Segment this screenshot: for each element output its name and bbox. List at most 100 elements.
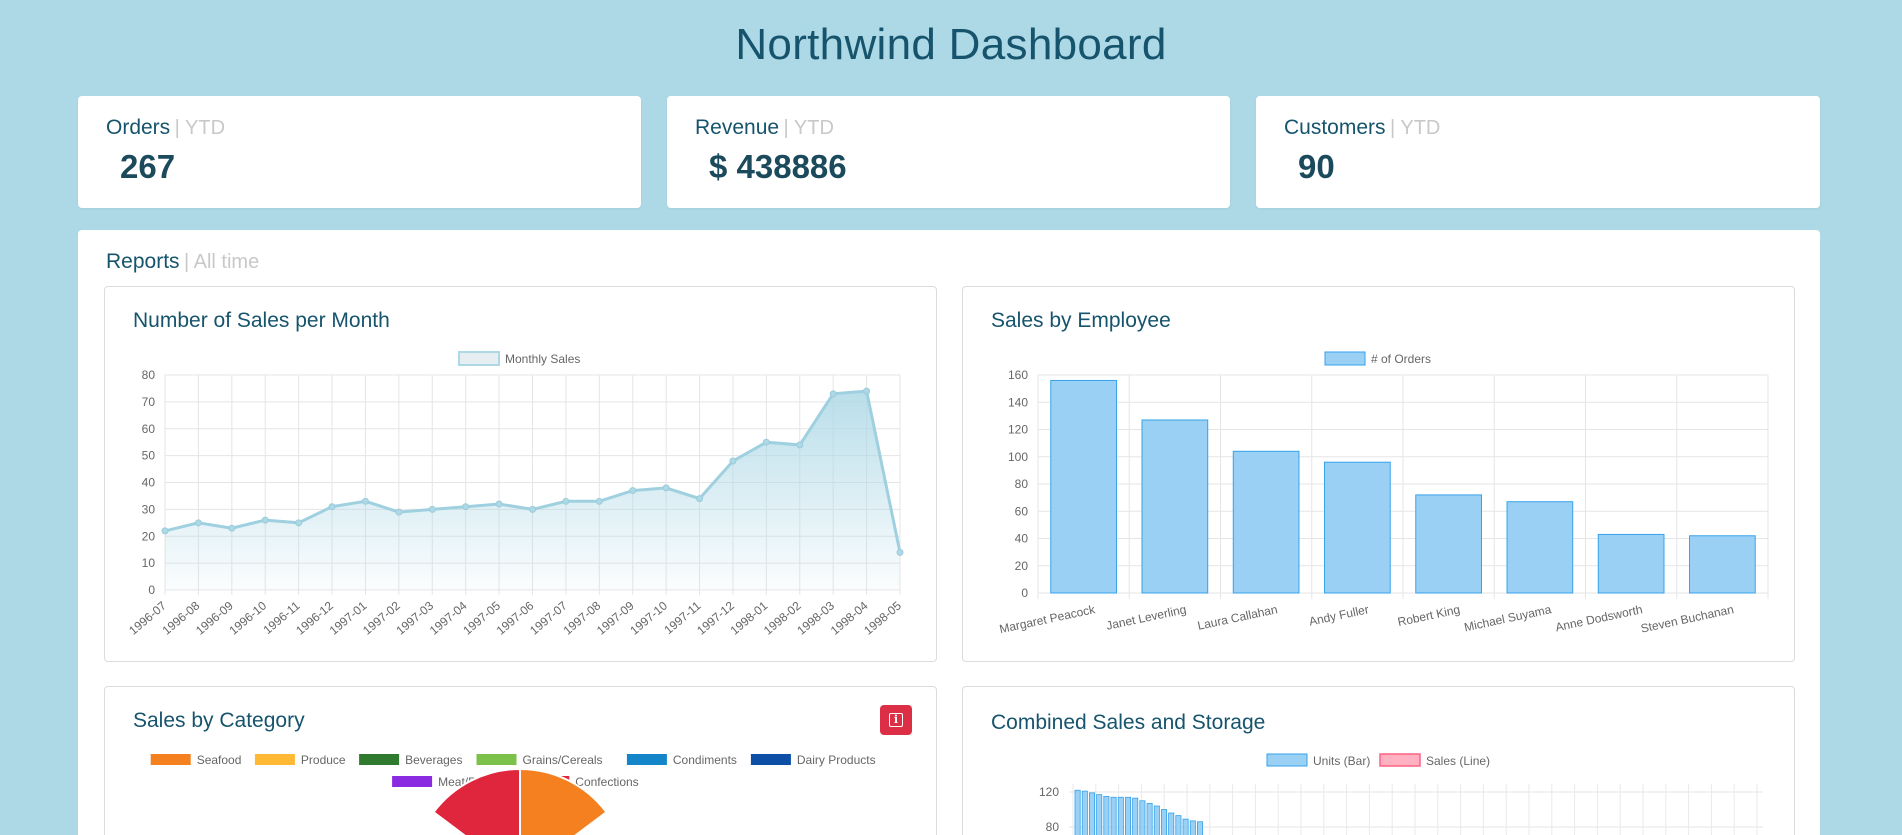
line-point: [194, 519, 202, 527]
line-point: [428, 505, 436, 513]
combined-legend-swatch-sales: [1379, 753, 1421, 767]
bar-ytick-label: 160: [1008, 368, 1028, 382]
bar: [1506, 501, 1574, 594]
reports-period: | All time: [183, 251, 260, 273]
line-ytick-label: 50: [142, 449, 156, 463]
line-area: [165, 391, 900, 590]
pie-legend-label: Produce: [301, 753, 346, 767]
combined-ytick-label: 120: [1039, 785, 1059, 799]
page-title: Northwind Dashboard: [735, 20, 1167, 69]
pie-slice-confections: [432, 767, 521, 835]
bar-legend-label: # of Orders: [1371, 352, 1431, 366]
orders-kpi-label: Orders: [106, 116, 171, 139]
sales-per-month-chart: Monthly Sales010203040506070801996-07199…: [126, 351, 904, 638]
line-legend-swatch: [458, 351, 500, 366]
bar-ytick-label: 40: [1015, 532, 1029, 546]
pie-legend-label: Dairy Products: [797, 753, 876, 767]
line-xtick-label: 1996-10: [226, 598, 269, 637]
sales-per-month-title: Number of Sales per Month: [133, 309, 390, 332]
combined-bar: [1081, 790, 1088, 835]
line-point: [863, 387, 871, 395]
combined-legend-label-units: Units (Bar): [1313, 754, 1370, 768]
line-point: [896, 548, 904, 556]
sales-by-category-chart: Seafood Produce Beverages Grains/Cereals Con…: [150, 753, 876, 835]
line-ytick-label: 30: [142, 502, 156, 516]
bar-ytick-label: 60: [1015, 504, 1029, 518]
sales-by-employee-title: Sales by Employee: [991, 309, 1171, 332]
line-point: [696, 495, 704, 503]
bar-ytick-label: 0: [1021, 586, 1028, 600]
combined-bar: [1089, 792, 1096, 835]
sales-by-category-title: Sales by Category: [133, 709, 305, 732]
bar-ytick-label: 20: [1015, 559, 1029, 573]
combined-bar: [1182, 818, 1189, 835]
line-point: [762, 438, 770, 446]
orders-kpi-card: Orders | YTD 267: [78, 96, 641, 208]
bar-xtick-label: Janet Leverling: [1105, 602, 1188, 633]
combined-bar: [1139, 800, 1146, 835]
combined-bar: [1132, 797, 1139, 835]
line-point: [295, 519, 303, 527]
bar: [1689, 535, 1756, 594]
combined-bar: [1175, 815, 1182, 835]
pie-legend-swatch: [254, 754, 295, 765]
line-point: [261, 516, 269, 524]
orders-kpi-value: 267: [120, 148, 176, 185]
line-point: [629, 487, 637, 495]
sales-by-category-card: Sales by Category i Seafood Produce Bevera…: [104, 686, 937, 835]
line-ytick-label: 60: [142, 422, 156, 436]
line-ytick-label: 80: [142, 368, 156, 382]
bar-ytick-label: 120: [1008, 423, 1028, 437]
bar: [1415, 494, 1482, 594]
bar: [1141, 419, 1209, 594]
bar-ytick-label: 140: [1008, 395, 1028, 409]
combined-bar: [1110, 796, 1117, 835]
bar-xtick-label: Michael Suyama: [1463, 602, 1553, 634]
pie-legend-label: Beverages: [405, 753, 462, 767]
combined-ytick-label: 80: [1046, 820, 1060, 834]
line-point: [796, 441, 804, 449]
bar-xtick-label: Andy Fuller: [1308, 602, 1370, 628]
customers-kpi-label: Customers: [1284, 116, 1386, 139]
combined-bar: [1153, 805, 1160, 835]
sales-by-employee-chart: # of Orders 0 20 40 60 80 100 120 140 160 Margaret…: [998, 351, 1769, 636]
combined-bar: [1103, 795, 1110, 835]
line-point: [595, 497, 603, 505]
pie-slice-seafood: [519, 767, 608, 835]
pie-legend-label: Condiments: [673, 753, 737, 767]
bar-xtick-label: Robert King: [1396, 602, 1461, 629]
revenue-kpi-period: | YTD: [783, 117, 834, 139]
combined-bar: [1168, 812, 1175, 835]
combined-legend-label-sales: Sales (Line): [1426, 754, 1490, 768]
pie-legend-label: Grains/Cereals: [523, 753, 603, 767]
customers-kpi-period: | YTD: [1389, 117, 1441, 139]
line-point: [562, 497, 570, 505]
revenue-kpi-label: Revenue: [695, 116, 780, 139]
line-point: [829, 390, 837, 398]
line-point: [395, 508, 403, 516]
customers-kpi-value: 90: [1298, 148, 1335, 185]
line-ytick-label: 0: [148, 583, 155, 597]
sales-by-employee-card: Sales by Employee # of Orders 0 20 40 60 80 10…: [962, 286, 1795, 662]
info-icon: i: [889, 713, 903, 727]
pie-legend-swatch: [626, 754, 667, 765]
line-point: [729, 457, 737, 465]
bar-xtick-label: Steven Buchanan: [1639, 602, 1735, 635]
line-point: [662, 484, 670, 492]
line-ytick-label: 40: [142, 476, 156, 490]
info-button[interactable]: i: [880, 705, 912, 735]
pie-legend-swatch: [476, 754, 517, 765]
combined-legend-swatch-units: [1266, 753, 1308, 767]
combined-bar: [1074, 789, 1081, 835]
bar-ytick-label: 100: [1008, 450, 1028, 464]
bar: [1597, 533, 1665, 594]
line-point: [161, 527, 169, 535]
line-point: [361, 497, 369, 505]
reports-label: Reports: [106, 250, 180, 273]
bar-ytick-label: 80: [1015, 477, 1029, 491]
line-point: [529, 505, 536, 513]
line-legend-label: Monthly Sales: [505, 352, 580, 366]
line-point: [495, 500, 503, 508]
revenue-kpi-card: Revenue | YTD $ 438886: [667, 96, 1230, 208]
pie-legend-swatch: [392, 776, 433, 787]
